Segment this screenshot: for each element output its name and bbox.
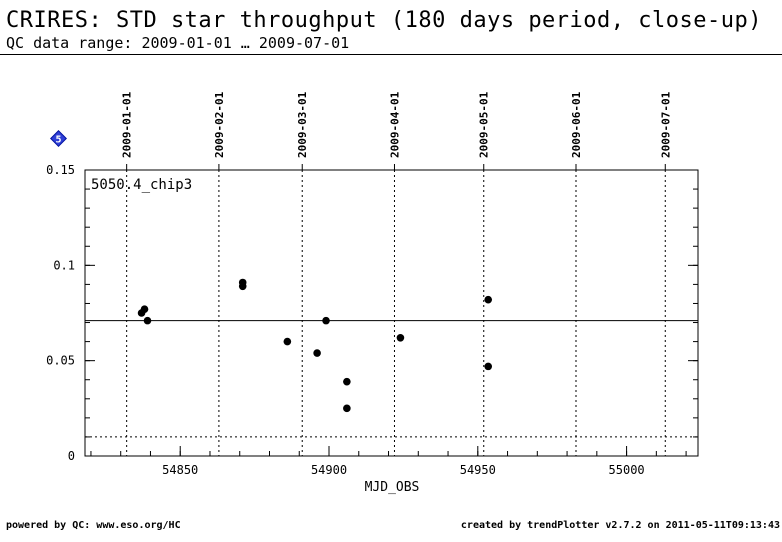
x-tick-label: 54900 bbox=[311, 463, 347, 477]
data-point bbox=[343, 404, 351, 413]
y-tick-label: 0 bbox=[68, 449, 75, 463]
data-point bbox=[238, 282, 247, 291]
data-point bbox=[140, 305, 149, 313]
header-divider bbox=[0, 54, 782, 55]
y-tick-label: 0.1 bbox=[53, 258, 75, 272]
data-point bbox=[396, 333, 405, 342]
data-point bbox=[484, 362, 493, 371]
date-markers: 2009-01-01 2009-02-01 2009-03-01 2009-04-01… bbox=[121, 91, 672, 456]
footer-created-by: created by trendPlotter v2.7.2 on 2011-0… bbox=[460, 520, 780, 531]
data-range-subtitle: QC data range: 2009-01-01 … 2009-07-01 bbox=[6, 34, 350, 52]
date-marker-label: 2009-01-01 bbox=[121, 91, 134, 158]
marker-badge-number: 5 bbox=[55, 135, 61, 146]
x-axis-label: MJD_OBS bbox=[365, 480, 420, 495]
x-tick-label: 55000 bbox=[609, 463, 645, 477]
marker-badge: 5 bbox=[50, 130, 67, 147]
data-point bbox=[484, 295, 493, 304]
date-marker-label: 2009-07-01 bbox=[659, 91, 672, 158]
axis-ticks: 0 0.05 0.1 0.15 54850 54900 54950 55000 bbox=[46, 163, 698, 477]
date-marker-label: 2009-05-01 bbox=[478, 91, 491, 158]
page-title: CRIRES: STD star throughput (180 days pe… bbox=[6, 8, 762, 33]
data-point bbox=[143, 316, 152, 325]
date-marker-label: 2009-03-01 bbox=[296, 91, 309, 158]
panel-label: 5050.4_chip3 bbox=[91, 177, 192, 193]
footer-powered-by: powered by QC: www.eso.org/HC bbox=[6, 520, 181, 531]
plot-border bbox=[84, 169, 699, 457]
y-tick-label: 0.05 bbox=[46, 354, 75, 368]
y-tick-label: 0.15 bbox=[46, 163, 75, 177]
data-point bbox=[283, 337, 292, 346]
data-point bbox=[313, 349, 321, 357]
x-tick-label: 54950 bbox=[460, 463, 496, 477]
data-point bbox=[322, 316, 330, 325]
date-marker-label: 2009-04-01 bbox=[388, 91, 401, 158]
date-marker-label: 2009-02-01 bbox=[213, 91, 226, 158]
date-marker-label: 2009-06-01 bbox=[570, 91, 583, 158]
x-tick-label: 54850 bbox=[162, 463, 198, 477]
data-point bbox=[343, 377, 351, 386]
plot-frame bbox=[84, 169, 699, 457]
reference-lines bbox=[85, 320, 698, 438]
data-points bbox=[137, 278, 493, 413]
